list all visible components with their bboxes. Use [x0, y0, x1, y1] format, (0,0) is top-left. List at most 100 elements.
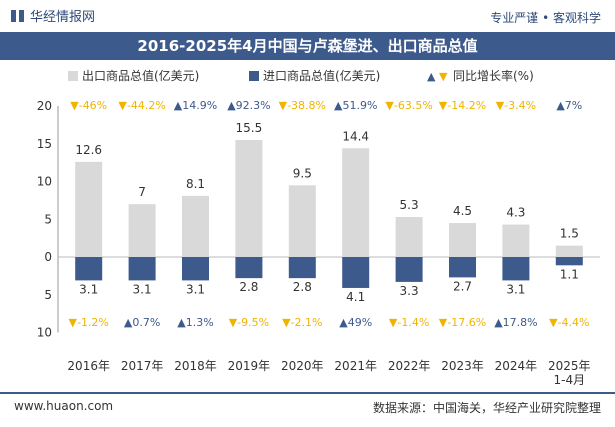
legend-export-label: 出口商品总值(亿美元)	[82, 68, 199, 83]
import-bar	[235, 257, 263, 279]
y-tick-label: 20	[37, 99, 52, 113]
chart-title: 2016-2025年4月中国与卢森堡进、出口商品总值	[0, 32, 615, 60]
export-value-label: 4.3	[506, 206, 525, 220]
down-arrow-icon: ▼	[279, 99, 288, 112]
export-value-label: 9.5	[293, 166, 312, 180]
down-arrow-icon: ▼	[70, 99, 79, 112]
export-value-label: 14.4	[342, 129, 369, 143]
growth-value: 92.3%	[236, 99, 271, 112]
growth-value: 17.8%	[503, 316, 538, 329]
legend: 出口商品总值(亿美元) 进口商品总值(亿美元) ▲ ▼ 同比增长率(%)	[68, 68, 534, 83]
legend-growth-label: 同比增长率(%)	[453, 68, 534, 83]
import-value-label: 3.1	[506, 282, 525, 296]
down-arrow-icon: ▼	[549, 316, 558, 329]
import-bar	[182, 257, 209, 281]
import-growth-label: ▲1.3%	[177, 316, 213, 329]
export-growth-label: ▼-14.2%	[439, 99, 486, 112]
import-value-label: 3.1	[133, 282, 152, 296]
up-arrow-icon: ▲	[556, 99, 565, 112]
brand-logo[interactable]: 华经情报网	[10, 6, 95, 25]
export-bar	[342, 148, 370, 257]
x-tick-label: 2023年	[441, 359, 484, 373]
import-value-label: 1.1	[560, 267, 579, 281]
import-growth-label: ▲49%	[339, 316, 372, 329]
growth-value: -46%	[79, 99, 107, 112]
import-value-label: 4.1	[346, 290, 365, 304]
export-growth-label: ▲7%	[556, 99, 582, 112]
x-tick-label: 2022年	[388, 359, 431, 373]
import-growth-label: ▲0.7%	[124, 316, 160, 329]
import-value-label: 2.8	[293, 280, 312, 294]
up-arrow-icon: ▲	[334, 99, 343, 112]
legend-import-swatch	[249, 71, 259, 81]
y-tick-label: 10	[37, 326, 52, 340]
growth-value: -1.2%	[77, 316, 109, 329]
growth-value: 49%	[348, 316, 372, 329]
growth-value: -9.5%	[237, 316, 269, 329]
legend-up-icon: ▲	[427, 70, 436, 83]
x-tick-label: 2019年	[228, 359, 271, 373]
bars	[75, 139, 583, 288]
up-arrow-icon: ▲	[227, 99, 236, 112]
down-arrow-icon: ▼	[385, 99, 394, 112]
growth-value: -17.6%	[447, 316, 486, 329]
import-growth-label: ▼-1.2%	[69, 316, 109, 329]
growth-value: -4.4%	[558, 316, 590, 329]
export-bar	[75, 161, 103, 257]
legend-import-label: 进口商品总值(亿美元)	[263, 68, 380, 83]
footer-source: 数据来源：中国海关，华经产业研究院整理	[372, 401, 601, 415]
export-growth-label: ▼-63.5%	[385, 99, 432, 112]
import-value-label: 3.1	[79, 282, 98, 296]
import-bar	[288, 257, 316, 279]
export-bar	[555, 245, 583, 257]
export-bar	[235, 139, 263, 257]
import-bar	[75, 257, 103, 281]
footer-website[interactable]: www.huaon.com	[14, 399, 114, 413]
up-arrow-icon: ▲	[174, 99, 183, 112]
up-arrow-icon: ▲	[124, 316, 133, 329]
export-bar	[288, 185, 316, 257]
brand-icon	[11, 9, 24, 22]
export-growth-label: ▼-44.2%	[118, 99, 165, 112]
x-tick-label: 2025年	[548, 359, 591, 373]
up-arrow-icon: ▲	[177, 316, 186, 329]
growth-value: -63.5%	[394, 99, 433, 112]
import-growth-label: ▲17.8%	[494, 316, 537, 329]
export-bar	[449, 223, 476, 257]
export-value-label: 1.5	[560, 227, 579, 241]
import-bar	[128, 257, 156, 281]
down-arrow-icon: ▼	[282, 316, 291, 329]
import-value-label: 3.1	[186, 282, 205, 296]
y-tick-label: 5	[44, 288, 52, 302]
export-growth-label: ▼-3.4%	[496, 99, 536, 112]
export-bar	[395, 216, 423, 257]
import-bar	[555, 257, 583, 266]
top-bar: 华经情报网 专业严谨 • 客观科学	[0, 0, 615, 32]
footer-divider	[0, 392, 615, 394]
legend-export-swatch	[68, 71, 78, 81]
growth-value: -38.8%	[287, 99, 326, 112]
growth-value: 51.9%	[342, 99, 377, 112]
x-tick-label: 2017年	[121, 359, 164, 373]
import-growth-label: ▼-1.4%	[389, 316, 429, 329]
down-arrow-icon: ▼	[439, 99, 448, 112]
growth-rates: ▼-46%▼-1.2%▼-44.2%▲0.7%▲14.9%▲1.3%▲92.3%…	[69, 99, 590, 329]
import-growth-label: ▼-17.6%	[439, 316, 486, 329]
export-bar	[128, 204, 156, 257]
export-growth-label: ▲51.9%	[334, 99, 377, 112]
import-growth-label: ▼-9.5%	[229, 316, 269, 329]
up-arrow-icon: ▲	[494, 316, 503, 329]
import-value-label: 3.3	[400, 284, 419, 298]
import-bar	[502, 257, 530, 281]
growth-value: -44.2%	[127, 99, 166, 112]
x-tick-label: 1-4月	[553, 373, 585, 387]
down-arrow-icon: ▼	[69, 316, 78, 329]
down-arrow-icon: ▼	[496, 99, 505, 112]
import-value-label: 2.8	[239, 280, 258, 294]
growth-value: 14.9%	[182, 99, 217, 112]
chart-area: 出口商品总值(亿美元) 进口商品总值(亿美元) ▲ ▼ 同比增长率(%) 2015105…	[37, 68, 600, 387]
y-tick-label: 10	[37, 175, 52, 189]
export-value-label: 15.5	[236, 121, 263, 135]
x-tick-label: 2016年	[67, 359, 110, 373]
import-growth-label: ▼-4.4%	[549, 316, 589, 329]
